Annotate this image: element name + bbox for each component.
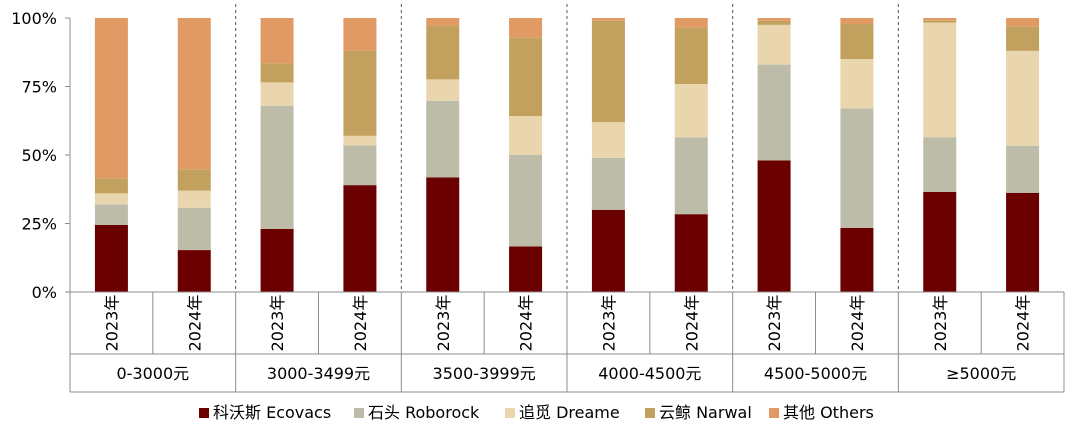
legend-label: 追觅 Dreame [519, 403, 620, 422]
year-label: 2024年 [1014, 295, 1033, 352]
year-label: 2024年 [848, 295, 867, 352]
bar-segment [509, 246, 543, 292]
bar-segment [840, 59, 874, 109]
bar-segment [94, 224, 128, 292]
bar-segment [426, 25, 460, 80]
bar-segment [260, 63, 294, 83]
bar-segment [674, 214, 708, 292]
legend-swatch [199, 408, 209, 418]
legend-swatch [354, 408, 364, 418]
legend-label: 科沃斯 Ecovacs [213, 403, 331, 422]
bar-segment [923, 22, 957, 138]
bar-segment [509, 155, 543, 247]
bar-segment [343, 145, 377, 186]
bar-segment [1006, 26, 1040, 51]
bar-segment [343, 135, 377, 146]
year-label: 2023年 [268, 295, 287, 352]
price-range-label: ≥5000元 [946, 364, 1016, 383]
y-tick-label: 0% [32, 283, 57, 302]
bar-segment [840, 24, 874, 60]
bar-segment [260, 105, 294, 229]
bar-segment [1006, 18, 1040, 27]
bar-segment [840, 227, 874, 292]
bar-segment [1006, 192, 1040, 292]
bar-segment [757, 64, 791, 161]
bar-segment [94, 18, 128, 179]
year-label: 2023年 [765, 295, 784, 352]
price-range-label: 0-3000元 [116, 364, 189, 383]
bar-segment [260, 82, 294, 106]
bar-segment [94, 204, 128, 225]
legend-label: 石头 Roborock [368, 403, 480, 422]
bar-segment [923, 191, 957, 292]
legend-label: 云鲸 Narwal [659, 403, 752, 422]
bar-segment [757, 24, 791, 65]
y-tick-label: 100% [11, 9, 57, 28]
y-tick-label: 25% [21, 215, 57, 234]
bar-segment [426, 177, 460, 292]
legend-label: 其他 Others [783, 403, 874, 422]
price-range-label: 4000-4500元 [598, 364, 701, 383]
bar-segment [343, 50, 377, 136]
bar-segment [177, 18, 211, 170]
bar-segment [674, 84, 708, 138]
year-label: 2023年 [599, 295, 618, 352]
bar-segment [509, 18, 543, 38]
bar-segment [94, 193, 128, 205]
bar-segment [674, 18, 708, 28]
bar-segment [426, 18, 460, 26]
bar-segment [260, 228, 294, 292]
legend-swatch [645, 408, 655, 418]
legend-swatch [505, 408, 515, 418]
bar-segment [674, 137, 708, 215]
bar-segment [509, 37, 543, 117]
bar-segment [923, 18, 957, 21]
bar-segment [591, 209, 625, 292]
year-label: 2023年 [102, 295, 121, 352]
price-range-label: 3500-3999元 [433, 364, 536, 383]
year-label: 2024年 [517, 295, 536, 352]
bar-segment [343, 185, 377, 292]
bar-segment [177, 169, 211, 191]
bar-segment [177, 190, 211, 208]
bar-segment [591, 20, 625, 123]
price-range-label: 4500-5000元 [764, 364, 867, 383]
bar-segment [591, 122, 625, 158]
year-label: 2024年 [185, 295, 204, 352]
bar-segment [260, 18, 294, 64]
bar-segment [840, 18, 874, 25]
bar-segment [591, 157, 625, 210]
bar-segment [1006, 50, 1040, 146]
bar-segment [426, 79, 460, 101]
bar-segment [923, 137, 957, 192]
bar-segment [177, 207, 211, 251]
bar-segment [757, 20, 791, 25]
bar-segment [591, 18, 625, 21]
y-tick-label: 75% [21, 78, 57, 97]
bar-segment [343, 18, 377, 51]
year-label: 2024年 [682, 295, 701, 352]
legend-swatch [769, 408, 779, 418]
bar-segment [1006, 145, 1040, 193]
bar-segment [509, 116, 543, 155]
year-label: 2024年 [351, 295, 370, 352]
bar-segment [757, 18, 791, 21]
bar-segment [426, 100, 460, 178]
y-tick-label: 50% [21, 146, 57, 165]
bar-segment [840, 108, 874, 228]
price-range-label: 3000-3499元 [267, 364, 370, 383]
bar-segment [757, 160, 791, 292]
bar-segment [177, 250, 211, 292]
bar-segment [923, 20, 957, 23]
year-label: 2023年 [434, 295, 453, 352]
bar-segment [674, 27, 708, 85]
bar-segment [94, 178, 128, 194]
year-label: 2023年 [931, 295, 950, 352]
